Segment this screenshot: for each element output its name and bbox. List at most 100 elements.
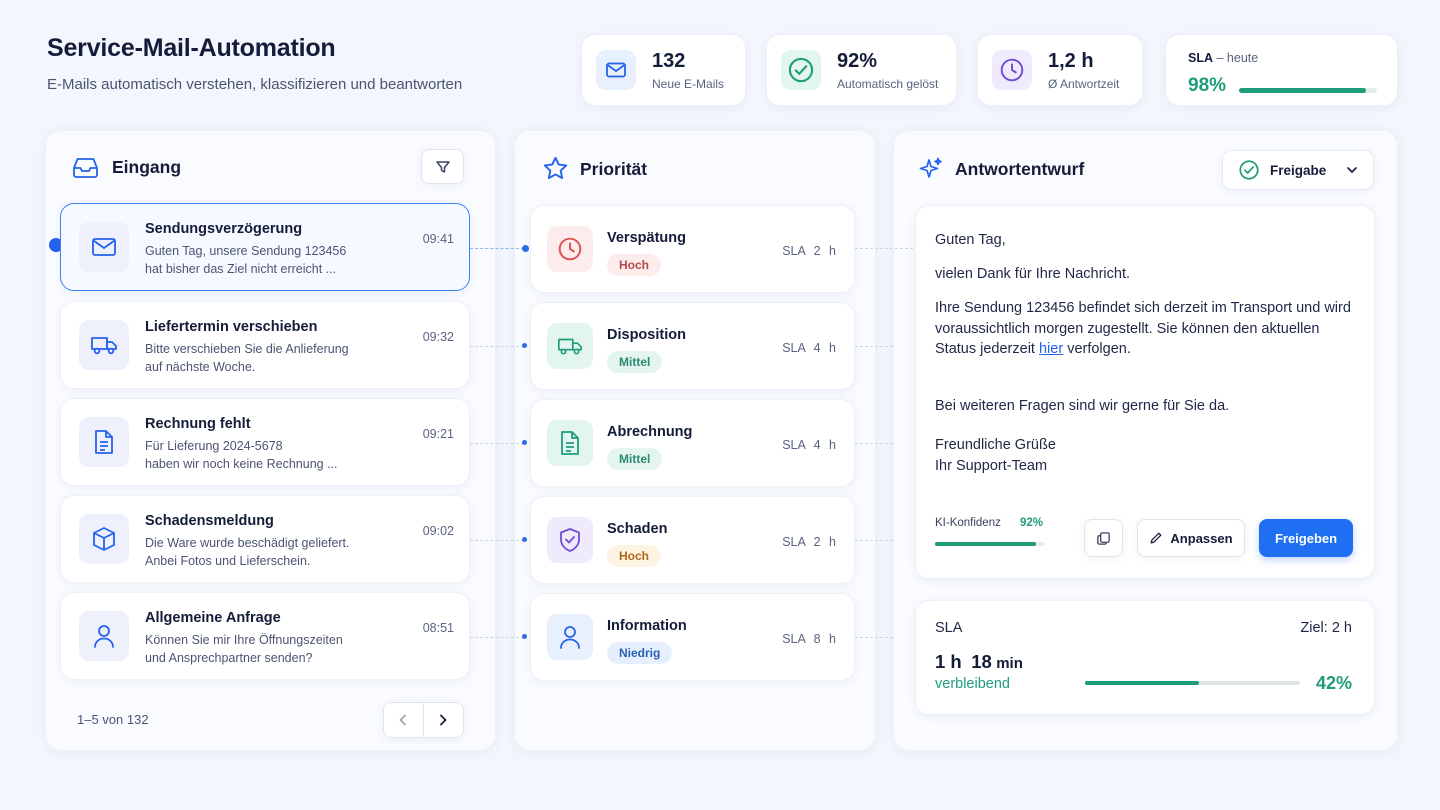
letter-body: Ihre Sendung 123456 befindet sich derzei… — [935, 298, 1355, 360]
check-circle-icon — [781, 50, 821, 90]
priority-item[interactable]: Verspätung Hoch SLA 2 h — [530, 205, 855, 293]
sla-today-progress-fill — [1239, 88, 1366, 93]
pagination-label: 1–5 von 132 — [77, 712, 149, 727]
mail-preview: Können Sie mir Ihre Öffnungszeiten — [145, 633, 343, 647]
sparkle-icon — [918, 156, 944, 187]
next-page-button[interactable] — [424, 703, 464, 737]
letter-thanks: vielen Dank für Ihre Nachricht. — [935, 266, 1131, 282]
sla-label: SLA — [782, 535, 806, 549]
connector-line — [470, 248, 524, 249]
stat-sla-today: SLA – heute 98% — [1165, 34, 1398, 106]
connector-dot — [522, 537, 527, 542]
shield-icon — [547, 517, 593, 563]
list-item[interactable]: Rechnung fehlt Für Lieferung 2024-5678 ha… — [60, 398, 470, 486]
mail-title: Allgemeine Anfrage — [145, 610, 281, 626]
sla-value: 4 h — [813, 341, 836, 355]
mail-time: 08:51 — [422, 621, 454, 635]
pagination — [383, 702, 464, 738]
stat-new-mails: 132 Neue E-Mails — [581, 34, 746, 106]
sla-minutes-unit: min — [996, 655, 1023, 672]
confidence-progress-fill — [935, 542, 1037, 546]
sla-percent: 42% — [1315, 673, 1352, 693]
selected-indicator — [49, 238, 63, 252]
tracking-link[interactable]: hier — [1038, 341, 1064, 357]
mail-icon — [79, 222, 129, 272]
list-item[interactable]: Liefertermin verschieben Bitte verschieb… — [60, 301, 470, 389]
filter-button[interactable] — [421, 149, 464, 184]
draft-card — [915, 205, 1375, 579]
copy-icon — [1097, 531, 1110, 545]
mail-time: 09:41 — [422, 232, 454, 246]
adjust-button[interactable]: Anpassen — [1137, 519, 1245, 557]
sla-label: SLA — [782, 244, 806, 258]
document-icon — [79, 417, 129, 467]
priority-item[interactable]: Abrechnung Mittel SLA 4 h — [530, 399, 855, 487]
user-icon — [79, 611, 129, 661]
connector-line — [470, 443, 524, 444]
confidence-label: KI-Konfidenz — [935, 517, 1001, 529]
approve-button[interactable]: Freigeben — [1259, 519, 1353, 557]
mail-title: Rechnung fehlt — [145, 416, 251, 432]
list-item[interactable]: Allgemeine Anfrage Können Sie mir Ihre Ö… — [60, 592, 470, 680]
approval-status-label: Freigabe — [1270, 162, 1327, 178]
letter-body-text: Ihre Sendung 123456 befindet sich derzei… — [935, 300, 1351, 357]
clock-icon — [992, 50, 1032, 90]
approval-status-dropdown[interactable]: Freigabe — [1222, 150, 1374, 190]
sla-today-suffix: – heute — [1216, 51, 1259, 65]
sla-target: Ziel: 2 h — [1300, 620, 1352, 636]
letter-closing: Freundliche Grüße — [935, 437, 1056, 453]
sla-today-progress — [1239, 88, 1377, 93]
inbox-icon — [72, 155, 99, 184]
mail-preview: auf nächste Woche. — [145, 359, 256, 374]
prev-page-button[interactable] — [384, 703, 424, 737]
page-subtitle: E-Mails automatisch verstehen, klassifiz… — [47, 76, 463, 93]
list-item[interactable]: Sendungsverzögerung Guten Tag, unsere Se… — [60, 203, 470, 291]
sla-label: SLA — [782, 341, 806, 355]
sla-progress — [1085, 681, 1300, 685]
mail-time: 09:21 — [422, 427, 454, 441]
mail-preview: Die Ware wurde beschädigt geliefert. — [145, 536, 350, 550]
mail-time: 09:02 — [422, 524, 454, 538]
copy-button[interactable] — [1084, 519, 1123, 557]
mail-preview: Anbei Fotos und Lieferschein. — [145, 553, 311, 568]
list-item[interactable]: Schadensmeldung Die Ware wurde beschädig… — [60, 495, 470, 583]
priority-badge: Mittel — [607, 448, 663, 470]
star-icon — [542, 155, 569, 187]
mail-icon — [596, 50, 636, 90]
stat-value: 132 — [652, 49, 686, 72]
truck-icon — [79, 320, 129, 370]
sla-minutes: 18 — [971, 651, 992, 672]
confidence-value: 92% — [1020, 517, 1044, 529]
mail-preview: Guten Tag, unsere Sendung 123456 — [145, 244, 347, 258]
priority-item[interactable]: Schaden Hoch SLA 2 h — [530, 496, 855, 584]
connector-line — [470, 346, 524, 347]
connector-dot — [522, 343, 527, 348]
mail-time: 09:32 — [422, 330, 454, 344]
user-icon — [547, 614, 593, 660]
priority-badge: Hoch — [607, 254, 661, 276]
sla-value: 2 h — [813, 244, 836, 258]
clock-icon — [547, 226, 593, 272]
priority-label: Disposition — [607, 327, 686, 343]
chevron-right-icon — [440, 714, 448, 726]
connector-line — [855, 248, 913, 249]
priority-badge: Hoch — [607, 545, 661, 567]
priority-label: Abrechnung — [607, 424, 693, 440]
priority-badge: Mittel — [607, 351, 663, 373]
letter-signature: Ihr Support-Team — [935, 458, 1048, 474]
mail-title: Liefertermin verschieben — [145, 319, 318, 335]
connector-line — [855, 443, 893, 444]
priority-item[interactable]: Disposition Mittel SLA 4 h — [530, 302, 855, 390]
connector-dot — [522, 634, 527, 639]
priority-item[interactable]: Information Niedrig SLA 8 h — [530, 593, 855, 681]
mail-title: Schadensmeldung — [145, 513, 274, 529]
pencil-icon — [1150, 532, 1162, 544]
truck-icon — [547, 323, 593, 369]
sla-today-value: 98% — [1188, 75, 1227, 96]
stat-response-time: 1,2 h Ø Antwortzeit — [977, 34, 1143, 106]
mail-preview: und Ansprechpartner senden? — [145, 650, 313, 665]
priority-badge: Niedrig — [607, 642, 673, 664]
sla-label: SLA — [782, 632, 806, 646]
box-icon — [79, 514, 129, 564]
document-icon — [547, 420, 593, 466]
